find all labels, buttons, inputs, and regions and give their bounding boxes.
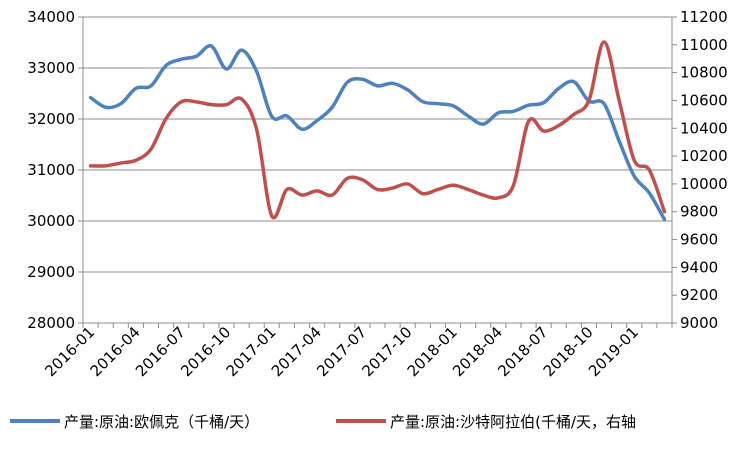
left-tick-label: 28000 [27,314,75,332]
x-axis-ticks: 2016-012016-042016-072016-102017-012017-… [41,323,673,380]
right-tick-label: 9000 [680,314,718,332]
right-tick-label: 11200 [680,8,728,26]
left-tick-label: 30000 [27,212,75,230]
right-tick-label: 10600 [680,91,728,109]
right-tick-label: 9200 [680,286,718,304]
x-tick-label: 2019-01 [585,323,642,380]
legend: 产量:原油:欧佩克（千桶/天） 产量:原油:沙特阿拉伯(千桶/天，右轴 [10,413,636,431]
legend-label-opec: 产量:原油:欧佩克（千桶/天） [64,413,259,431]
left-tick-label: 34000 [27,8,75,26]
left-tick-label: 31000 [27,161,75,179]
right-tick-label: 11000 [680,36,728,54]
right-tick-label: 10000 [680,175,728,193]
series-lines [88,40,667,222]
right-tick-label: 10400 [680,119,728,137]
series-line-opec [88,44,667,222]
right-tick-label: 9800 [680,203,718,221]
right-tick-label: 9600 [680,231,718,249]
left-y-axis-ticks: 28000 29000 30000 31000 32000 33000 34000 [27,8,83,332]
gridlines [83,16,672,273]
right-tick-label: 10200 [680,147,728,165]
series-line-saudi [88,40,667,220]
left-tick-label: 29000 [27,263,75,281]
legend-label-saudi: 产量:原油:沙特阿拉伯(千桶/天，右轴 [390,413,636,431]
right-tick-label: 9400 [680,258,718,276]
left-tick-label: 33000 [27,59,75,77]
right-y-axis-ticks: 9000 9200 9400 9600 9800 10000 10200 10400 10600… [672,8,728,332]
right-tick-label: 10800 [680,64,728,82]
left-tick-label: 32000 [27,110,75,128]
